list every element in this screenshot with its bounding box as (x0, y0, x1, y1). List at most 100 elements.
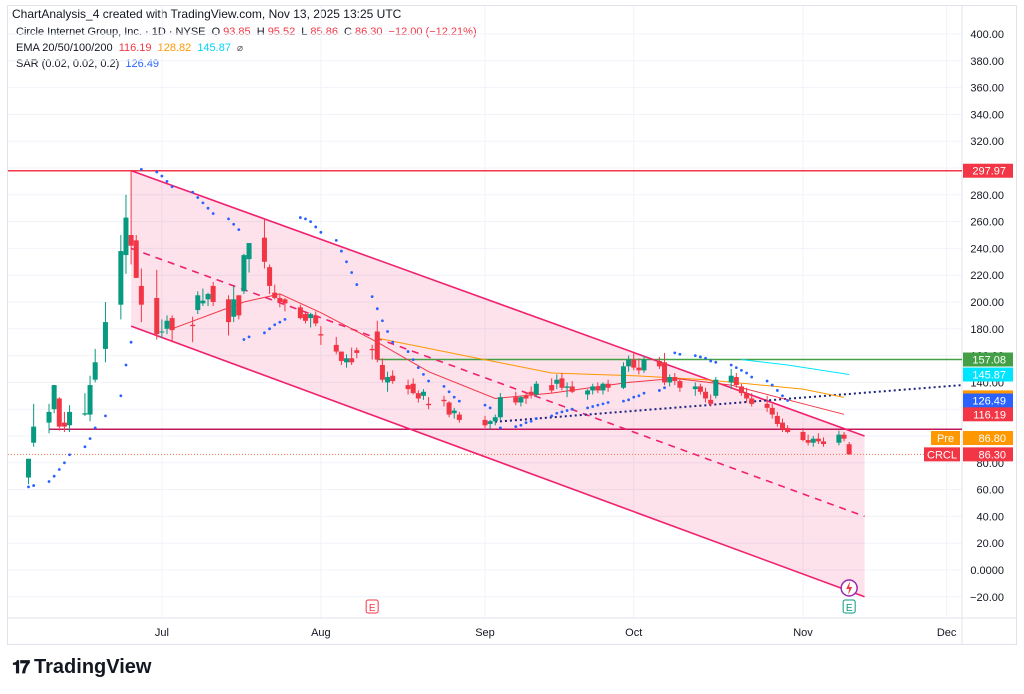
candle-body (102, 322, 108, 349)
x-tick-label: Sep (475, 627, 495, 639)
ema20-value: 116.19 (118, 42, 152, 54)
candle-body (308, 314, 314, 319)
sar-dot (498, 426, 502, 430)
candle-body (656, 360, 662, 367)
sar-dot (391, 340, 395, 344)
candle-body (815, 438, 821, 442)
candle-body (677, 381, 683, 388)
candle-body (390, 375, 396, 382)
y-tick-label: 180.00 (970, 324, 1004, 336)
candle-body (61, 422, 67, 427)
candle-body (554, 379, 560, 384)
sar-dot (273, 323, 277, 327)
candle-body (451, 410, 457, 414)
sar-dot (263, 331, 266, 335)
price-badge-value: 86.30 (978, 449, 1006, 461)
candle-body (164, 320, 170, 329)
sar-dot (170, 185, 174, 189)
candle-body (703, 391, 709, 399)
candle-body (379, 364, 385, 380)
price-badge-value: 297.97 (972, 166, 1006, 178)
sar-dot (745, 371, 748, 375)
candle-body (713, 379, 719, 396)
candle-body (805, 440, 811, 443)
sar-dot (775, 389, 779, 392)
price-badge (963, 367, 1013, 382)
sar-dot (740, 368, 743, 372)
sar-dot (304, 217, 307, 221)
sar-dot (678, 352, 682, 356)
candle-body (441, 399, 447, 402)
candle-body (138, 285, 144, 305)
sar-dot (298, 216, 302, 219)
y-tick-label: 20.00 (976, 538, 1004, 550)
candle-body (692, 386, 698, 390)
candle-body (420, 391, 426, 396)
candle-body (620, 366, 626, 388)
candle-body (800, 431, 806, 441)
sar-dot (781, 394, 784, 398)
sar-dot (309, 220, 313, 224)
candle-body (154, 297, 160, 335)
sar-dot (565, 409, 569, 412)
sar-dot (596, 403, 600, 407)
candle-body (456, 414, 462, 420)
sar-dot (104, 414, 107, 418)
candle-body (523, 395, 529, 399)
candle-body (708, 399, 714, 404)
sar-dot (729, 363, 733, 367)
candle-body (349, 358, 355, 363)
sar-dot (339, 249, 343, 253)
candle-body (92, 362, 98, 380)
sar-dot (93, 426, 97, 430)
sar-dot (555, 411, 559, 415)
price-badge-tag-label: CRCL (927, 449, 957, 461)
candle-body (518, 397, 524, 403)
candle-body (133, 240, 139, 278)
sar-dot (642, 391, 646, 395)
candle-body (297, 307, 303, 319)
sar-dot (201, 201, 205, 205)
candle-body (267, 267, 273, 286)
sar-dot (119, 394, 123, 398)
sar-dot (57, 468, 61, 471)
sar-dot (693, 354, 697, 357)
price-badge (963, 431, 1013, 446)
sar-dot (591, 405, 595, 408)
candle-body (236, 295, 242, 316)
candle-body (272, 292, 278, 298)
candle-body (128, 235, 134, 246)
sar-dot (601, 402, 605, 406)
candle-body (605, 383, 611, 388)
candle-body (672, 377, 678, 382)
hidden-eye-icon[interactable]: ⌀ (237, 43, 244, 54)
sar-dot (139, 167, 143, 171)
candle-body (169, 318, 175, 331)
sar-dot (416, 366, 420, 370)
price-badge (963, 352, 1013, 367)
candle-body (549, 385, 555, 391)
y-tick-label: 320.00 (970, 136, 1004, 148)
candle-body (667, 377, 673, 383)
x-tick-label: Oct (625, 627, 642, 639)
candle-body (446, 402, 452, 415)
ema100-line (741, 359, 850, 376)
sar-dot (314, 225, 318, 229)
candle-body (564, 386, 570, 388)
candle-body (205, 293, 211, 300)
ema-legend[interactable]: EMA 20/50/100/200 116.19 128.82 145.87 ⌀ (16, 42, 246, 54)
sar-dot (627, 398, 631, 402)
candle-body (631, 359, 637, 368)
sar-dot (427, 379, 430, 383)
price-badge-tag (931, 431, 960, 446)
sar-dot (381, 319, 384, 323)
candle-body (241, 255, 247, 292)
candle-body (590, 386, 596, 391)
candle-body (764, 403, 770, 408)
candle-body (595, 386, 601, 391)
sar-dot (524, 421, 528, 424)
x-tick-label: Aug (311, 627, 331, 639)
chart-frame (7, 5, 1017, 645)
price-badge-value: 145.87 (972, 370, 1006, 382)
